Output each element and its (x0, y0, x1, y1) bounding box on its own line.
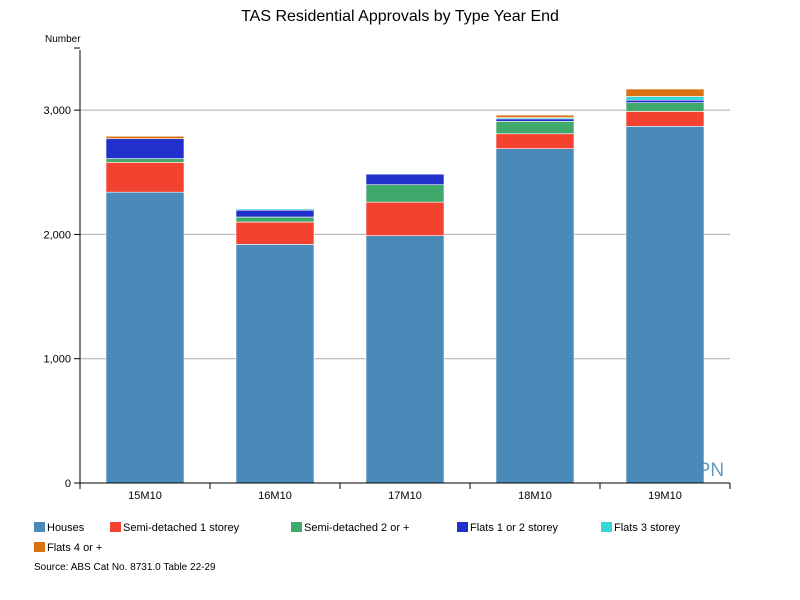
legend-label: Flats 4 or + (47, 542, 102, 554)
bar-18M10-houses (495, 148, 575, 484)
bar-15M10-flats-1-or-2-storey (105, 138, 185, 159)
bar-19M10-flats-4-or- (625, 88, 705, 97)
legend: Houses Semi-detached 1 storey Semi-detache… (34, 522, 681, 554)
bar-17M10-semi-detached-1-storey (365, 201, 445, 236)
legend-label: Flats 3 storey (614, 522, 681, 534)
legend-swatch (34, 542, 45, 552)
y-tick-label: 3,000 (43, 105, 71, 117)
bar-15M10-semi-detached-1-storey (105, 162, 185, 193)
legend-item: Flats 1 or 2 storey (457, 522, 559, 534)
legend-label: Semi-detached 1 storey (123, 522, 240, 534)
legend-swatch (34, 522, 45, 532)
bar-18M10-flats-1-or-2-storey (495, 118, 575, 122)
x-tick-label: 15M10 (128, 490, 162, 502)
y-ticks: 0 1,000 2,000 3,000 (43, 47, 80, 490)
bars (105, 88, 705, 484)
bar-19M10-houses (625, 126, 705, 484)
legend-swatch (457, 522, 468, 532)
y-tick-label: 0 (65, 478, 71, 490)
axes (79, 50, 730, 484)
legend-swatch (291, 522, 302, 532)
bpn-logo: BPN (664, 460, 724, 481)
x-ticks: 15M10 16M10 17M10 18M10 19M10 (79, 483, 731, 502)
bar-16M10-houses (235, 244, 315, 484)
legend-item: Houses (34, 522, 85, 534)
bar-19M10-semi-detached-1-storey (625, 111, 705, 127)
bar-18M10-flats-4-or- (495, 114, 575, 118)
source-note: Source: ABS Cat No. 8731.0 Table 22-29 (34, 562, 216, 573)
y-tick-label: 2,000 (43, 229, 71, 241)
x-tick-label: 16M10 (258, 490, 292, 502)
bar-17M10-flats-1-or-2-storey (365, 173, 445, 186)
legend-swatch (110, 522, 121, 532)
bar-17M10-semi-detached-2-or- (365, 184, 445, 203)
legend-item: Semi-detached 1 storey (110, 522, 240, 534)
legend-item: Flats 3 storey (601, 522, 681, 534)
legend-swatch (601, 522, 612, 532)
bar-17M10-houses (365, 235, 445, 484)
bpn-logo-text: BPN (685, 460, 724, 481)
bar-15M10-semi-detached-2-or- (105, 158, 185, 163)
bar-15M10-houses (105, 191, 185, 484)
x-tick-label: 19M10 (648, 490, 682, 502)
legend-item: Flats 4 or + (34, 542, 102, 554)
y-axis-label: Number (45, 34, 81, 45)
bar-18M10-semi-detached-1-storey (495, 133, 575, 149)
bpn-logo-mark-icon (664, 460, 682, 476)
legend-label: Flats 1 or 2 storey (470, 522, 559, 534)
legend-item: Semi-detached 2 or + (291, 522, 409, 534)
bar-15M10-flats-4-or- (105, 135, 185, 140)
legend-label: Houses (47, 522, 85, 534)
bar-16M10-flats-1-or-2-storey (235, 209, 315, 218)
bar-18M10-semi-detached-2-or- (495, 121, 575, 135)
chart-title: TAS Residential Approvals by Type Year E… (241, 8, 559, 25)
x-tick-label: 17M10 (388, 490, 422, 502)
bar-16M10-semi-detached-1-storey (235, 221, 315, 245)
bar-16M10-semi-detached-2-or- (235, 216, 315, 223)
y-tick-label: 1,000 (43, 354, 71, 366)
legend-label: Semi-detached 2 or + (304, 522, 409, 534)
bar-16M10-flats-3-storey (235, 208, 315, 211)
bar-19M10-flats-1-or-2-storey (625, 99, 705, 103)
bar-19M10-semi-detached-2-or- (625, 102, 705, 112)
x-tick-label: 18M10 (518, 490, 552, 502)
bar-19M10-flats-3-storey (625, 96, 705, 101)
